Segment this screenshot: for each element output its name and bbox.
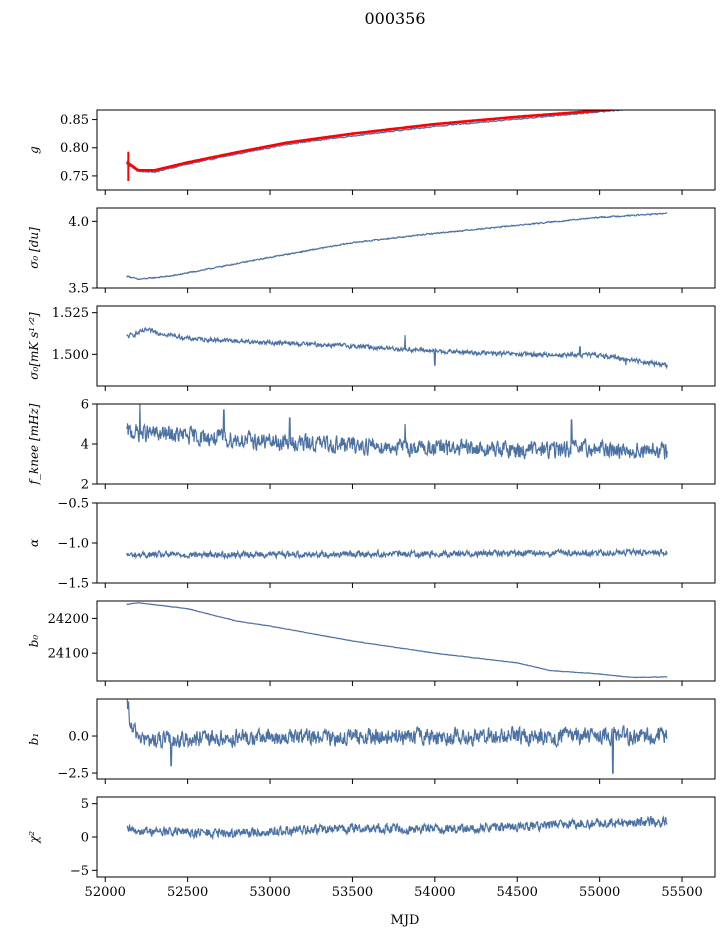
- y-tick-label: 24100: [48, 647, 89, 662]
- panel-8: −5 0 5 52000 52500 53000 53500 54000 54500 55000 5…: [27, 796, 716, 900]
- x-tick-label: 55500: [661, 885, 702, 900]
- panel-frame: [96, 109, 716, 191]
- y-axis-label: α: [27, 539, 41, 547]
- panel-frame: [96, 305, 716, 387]
- y-tick-label: 2: [81, 478, 89, 493]
- y-tick-label: −2.5: [57, 767, 89, 782]
- panel-6: 24100 24200 b₀: [27, 600, 716, 686]
- panels-group: 0.75 0.80 0.85 g 3.5 4.0 σ₀ [du] 1.500 1.525 σ₀[m…: [27, 109, 716, 900]
- y-tick-label: 0.85: [60, 113, 89, 128]
- y-tick-label: 3.5: [68, 282, 89, 297]
- y-tick-label: 4.0: [68, 215, 89, 230]
- panel-4: 2 4 6 f_knee [mHz]: [27, 398, 716, 493]
- panel-frame: [96, 502, 716, 584]
- series-line: [126, 110, 634, 174]
- x-tick-label: 53500: [332, 885, 373, 900]
- y-tick-label: −0.5: [57, 497, 89, 512]
- figure-title: 000356: [364, 9, 425, 28]
- y-tick-label: 1.525: [52, 306, 89, 321]
- y-tick-label: 1.500: [52, 348, 89, 363]
- y-tick-label: −5: [70, 864, 89, 879]
- series-line: [126, 699, 668, 774]
- y-tick-label: 0.80: [60, 141, 89, 156]
- x-tick-label: 52000: [85, 885, 126, 900]
- y-tick-label: 0.75: [60, 169, 89, 184]
- panel-frame: [96, 600, 716, 682]
- y-tick-label: 0.0: [68, 730, 89, 745]
- y-tick-label: 24200: [48, 612, 89, 627]
- fit-line: [125, 110, 623, 172]
- y-tick-label: −1.5: [57, 577, 89, 592]
- y-axis-label: b₀: [27, 635, 41, 648]
- x-tick-label: 54500: [497, 885, 538, 900]
- series-line: [126, 601, 668, 679]
- y-tick-label: −1.0: [57, 537, 89, 552]
- y-axis-label: χ²: [27, 831, 41, 844]
- panel-5: −1.5 −1.0 −0.5 α: [27, 497, 716, 592]
- y-tick-label: 0: [81, 831, 89, 846]
- y-axis-label: σ₀ [du]: [27, 227, 41, 269]
- x-tick-label: 54000: [414, 885, 455, 900]
- y-axis-label: g: [27, 146, 41, 154]
- x-tick-label: 52500: [167, 885, 208, 900]
- y-tick-label: 5: [81, 797, 89, 812]
- panel-frame: [96, 207, 716, 289]
- y-tick-label: 6: [81, 398, 89, 413]
- panel-frame: [96, 698, 716, 780]
- panel-3: 1.500 1.525 σ₀[mK s¹ᐟ²]: [27, 305, 716, 391]
- panel-2: 3.5 4.0 σ₀ [du]: [27, 207, 716, 297]
- x-tick-label: 53000: [249, 885, 290, 900]
- series-line: [126, 547, 668, 561]
- x-tick-label: 55000: [579, 885, 620, 900]
- panel-1: 0.75 0.80 0.85 g: [27, 109, 716, 195]
- y-axis-label: σ₀[mK s¹ᐟ²]: [27, 312, 41, 380]
- y-tick-label: 4: [81, 438, 89, 453]
- series-line: [126, 815, 668, 841]
- panel-7: −2.5 0.0 b₁: [27, 698, 716, 784]
- y-axis-label: f_knee [mHz]: [27, 403, 41, 485]
- x-axis-label: MJD: [391, 913, 420, 928]
- panel-frame: [96, 796, 716, 878]
- series-line: [126, 212, 668, 281]
- series-line: [126, 327, 668, 370]
- y-axis-label: b₁: [27, 733, 41, 746]
- series-line: [126, 404, 668, 460]
